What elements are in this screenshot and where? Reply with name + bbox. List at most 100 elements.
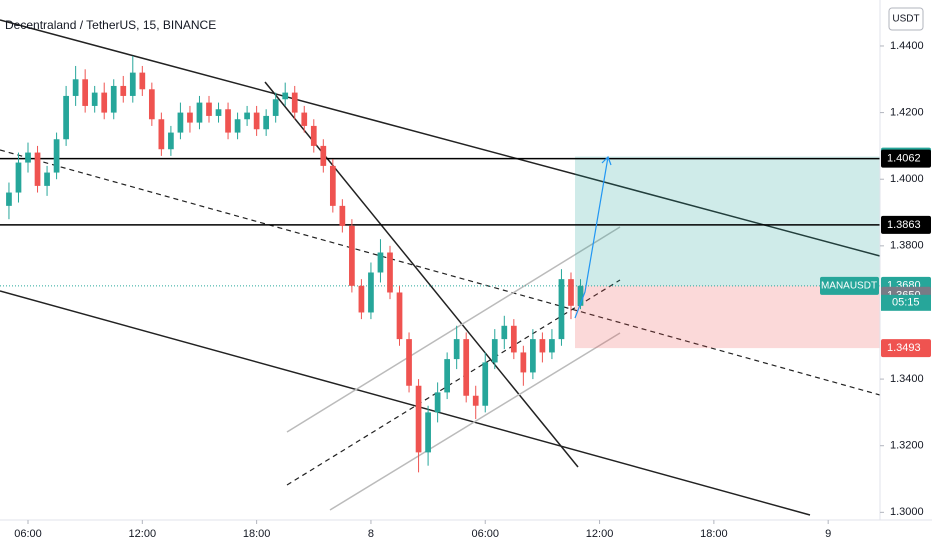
candle-body [396,292,403,340]
candle-body [377,252,384,273]
candle-body [148,89,155,120]
candle-body [206,102,212,116]
candle-body [482,362,489,406]
candle-body [406,339,412,386]
candle-body [15,162,22,193]
x-tick-label: 18:00 [243,528,271,540]
candle-body [91,92,98,106]
candle-body [168,132,174,150]
y-tick-label: 1.4400 [890,40,924,52]
currency: USDT [892,14,919,25]
candle-body [320,145,327,166]
price-label-bg [881,339,931,358]
candle-body [539,339,546,353]
arrow-head [601,155,612,166]
candle-body [63,95,69,140]
candle-body [301,112,308,126]
candle-body [244,112,250,120]
candle-body [444,359,451,393]
candle-body [549,339,555,353]
x-tick-label: 06:00 [471,528,499,540]
candle-body [472,395,479,406]
candle-body [101,92,108,113]
y-tick-label: 1.4200 [890,107,924,119]
target-zone [575,156,880,286]
candle-body [253,112,260,130]
x-tick-label: 18:00 [700,528,728,540]
candle-body [530,339,536,373]
projection-arrow [574,156,609,319]
candle-body [158,119,165,150]
candle-body [310,125,317,146]
candle-body [72,79,79,96]
x-tick-label: 9 [825,528,831,540]
candle-body [234,119,241,133]
price-label-bg [881,215,931,234]
x-tick-label: 06:00 [14,528,42,540]
candle-body [434,392,441,413]
trend-line [0,19,881,257]
candle-body [568,279,574,306]
candle-body [187,112,193,123]
trend-line [264,81,579,468]
symbol-bg [820,276,879,295]
currency-box[interactable] [888,7,924,31]
candle-body [177,112,184,133]
channel-line [286,226,621,433]
candle-body [53,139,60,173]
chart-title: Decentraland / TetherUS, 15, BINANCE [5,18,216,32]
candle-body [558,279,565,340]
candle-body [339,205,346,226]
channel-line [329,332,621,511]
y-tick-label: 1.3400 [890,373,924,385]
candle-body [34,152,41,186]
candle-body [120,85,127,96]
stop-zone [575,285,880,349]
trend-line [0,290,811,516]
candle-body [129,72,136,96]
candle-body [415,385,422,453]
y-tick-label: 1.3200 [890,440,924,452]
candle-body [6,192,12,206]
price-label: 1.3863 [887,219,921,231]
candle-body [196,102,203,123]
y-tick-label: 1.3000 [890,506,924,518]
candle-body [225,109,231,133]
candle-body [368,272,374,313]
candle-body [349,225,355,286]
countdown-bg [881,294,931,311]
candle-body [215,109,222,116]
x-tick-label: 12:00 [129,528,157,540]
countdown: 05:15 [892,297,920,309]
plot [0,55,880,473]
candle-body [25,152,31,163]
x-tick-label: 12:00 [586,528,614,540]
y-tick-label: 1.3800 [890,240,924,252]
symbol-label: MANAUSDT [821,280,877,291]
x-tick-label: 8 [368,528,374,540]
candle-body [82,79,89,106]
price-label: 1.4062 [887,152,921,164]
candle-body [577,285,584,306]
candle-body [463,339,470,396]
candle-body [44,172,50,186]
drawings [0,19,881,516]
candle-body [358,285,365,313]
y-tick-label: 1.4000 [890,173,924,185]
candle-body [110,85,117,113]
candle-body [453,339,460,360]
candle-body [520,352,527,373]
candle-body [501,325,508,340]
candle-body [291,92,298,113]
price-label-bg [881,149,931,168]
candle-body [282,92,289,100]
candle-body [139,72,146,90]
candle-body [272,99,279,116]
candle-body [425,412,431,453]
candle-body [491,339,498,363]
candle-body [263,115,270,130]
candle-body [510,325,517,353]
candle-body [387,252,393,293]
